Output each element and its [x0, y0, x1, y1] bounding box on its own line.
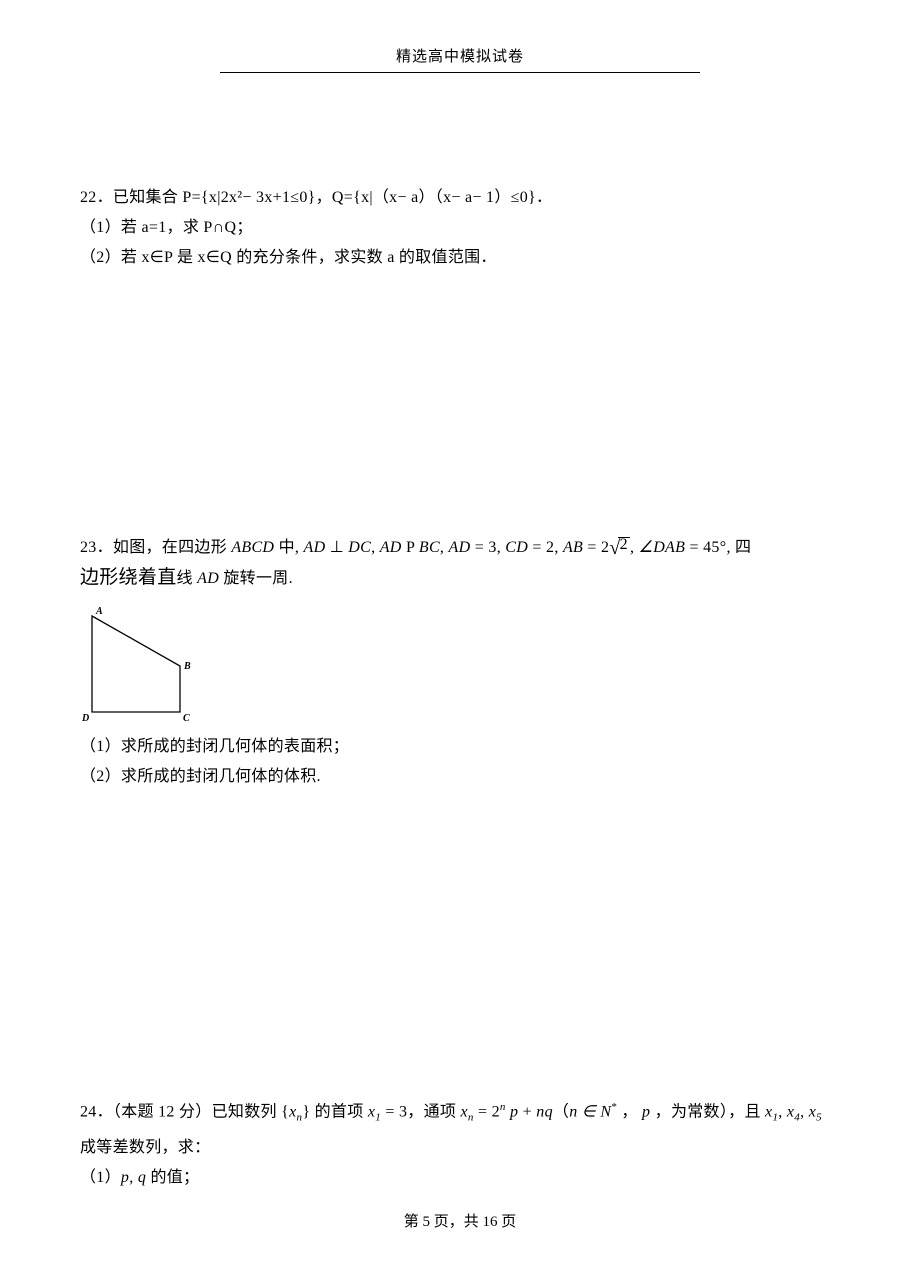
q24-xn2: x [460, 1103, 467, 1120]
q23-part1: （1）求所成的封闭几何体的表面积； [80, 732, 840, 762]
sqrt-icon: √2 [609, 533, 630, 563]
question-22: 22．已知集合 P={x|2x²− 3x+1≤0}，Q={x|（x− a）（x−… [80, 183, 840, 273]
page-header: 精选高中模拟试卷 [220, 45, 700, 73]
q24-nin: n ∈ N [569, 1103, 611, 1120]
footer-page: 5 [422, 1214, 430, 1230]
q24-p1b: 的值； [146, 1169, 199, 1186]
q23-bc: BC [419, 539, 440, 556]
q23-eqpre: = 2 [583, 539, 609, 556]
q22-part1: （1）若 a=1，求 P∩Q； [80, 213, 840, 243]
q24-line2: 成等差数列，求： [80, 1133, 840, 1163]
q23-eq2: = 2, [528, 539, 563, 556]
q24-c1: , [778, 1103, 787, 1120]
q24-sep: ， [617, 1103, 642, 1120]
q23-ad2: AD [380, 539, 402, 556]
q23-l2b: 线 [177, 570, 198, 587]
q24-eq3: = 3 [381, 1103, 407, 1120]
footer-mid: 页，共 [430, 1214, 483, 1230]
q23-abcd: ABCD [231, 539, 274, 556]
q23-line1: 23．如图，在四边形 ABCD 中, AD ⊥ DC, AD P BC, AD … [80, 533, 840, 563]
header-title: 精选高中模拟试卷 [396, 49, 524, 65]
q24-xn: x [289, 1103, 296, 1120]
q23-part2: （2）求所成的封闭几何体的体积. [80, 762, 840, 792]
content-area: 22．已知集合 P={x|2x²− 3x+1≤0}，Q={x|（x− a）（x−… [80, 73, 840, 1193]
q23-l2a: 边形绕着直 [80, 567, 177, 588]
q23-ad1: AD [304, 539, 326, 556]
q23-l2c: 旋转一周. [219, 570, 293, 587]
q22-stem: 22．已知集合 P={x|2x²− 3x+1≤0}，Q={x|（x− a）（x−… [80, 183, 840, 213]
q23-cd: CD [505, 539, 528, 556]
svg-text:D: D [81, 713, 89, 724]
q24-nq: nq [536, 1103, 553, 1120]
svg-text:B: B [183, 661, 191, 672]
svg-text:C: C [183, 713, 190, 724]
q24-po: （ [553, 1103, 569, 1120]
q23-eq3: = 3, [470, 539, 505, 556]
q24-c2: , [800, 1103, 809, 1120]
footer-suffix: 页 [498, 1214, 517, 1230]
q24-eq: = 2 [474, 1103, 500, 1120]
question-24: 24．（本题 12 分）已知数列 {xn} 的首项 x1 = 3，通项 xn =… [80, 1092, 840, 1193]
q24-x5: x [809, 1103, 816, 1120]
q23-tail: , 四 [726, 539, 751, 556]
q24-s5: 5 [816, 1112, 822, 1124]
q24-p1q: q [138, 1169, 146, 1186]
q24-p1p: p [121, 1169, 129, 1186]
q23-eq45: = 45° [685, 539, 726, 556]
q23-para: P [402, 539, 419, 556]
q23-c2: , [440, 539, 449, 556]
q22-part2: （2）若 x∈P 是 x∈Q 的充分条件，求实数 a 的取值范围． [80, 243, 840, 273]
q24-line1: 24．（本题 12 分）已知数列 {xn} 的首项 x1 = 3，通项 xn =… [80, 1092, 840, 1133]
q24-brace-open: { [281, 1103, 289, 1120]
q24-p: p [506, 1103, 519, 1120]
q24-plus: + [518, 1103, 536, 1120]
footer-prefix: 第 [404, 1214, 423, 1230]
q23-c1: , [371, 539, 380, 556]
quadrilateral-diagram: A B C D [80, 604, 195, 724]
q23-angle: ∠DAB [639, 539, 686, 556]
svg-text:A: A [95, 606, 103, 617]
question-23: 23．如图，在四边形 ABCD 中, AD ⊥ DC, AD P BC, AD … [80, 533, 840, 792]
q23-ad4: AD [197, 570, 219, 587]
q23-line2: 边形绕着直线 AD 旋转一周. [80, 563, 840, 594]
q24-p1a: （1） [80, 1169, 121, 1186]
q24-part1: （1）p, q 的值； [80, 1163, 840, 1193]
q24-mid1: 的首项 [310, 1103, 368, 1120]
page-footer: 第 5 页，共 16 页 [0, 1210, 920, 1231]
footer-total: 16 [483, 1214, 498, 1230]
q24-p1c: , [129, 1169, 138, 1186]
q24-pc: ，为常数），且 [650, 1103, 765, 1120]
q23-c3: , [630, 539, 639, 556]
q23-mid1: 中, [274, 539, 303, 556]
q23-prefix: 23．如图，在四边形 [80, 539, 231, 556]
q23-ab: AB [563, 539, 583, 556]
q23-dc: DC [348, 539, 371, 556]
q24-prefix: 24．（本题 12 分）已知数列 [80, 1103, 281, 1120]
q23-ad3: AD [449, 539, 471, 556]
q23-perp: ⊥ [325, 539, 348, 556]
q24-mid2: ，通项 [407, 1103, 460, 1120]
